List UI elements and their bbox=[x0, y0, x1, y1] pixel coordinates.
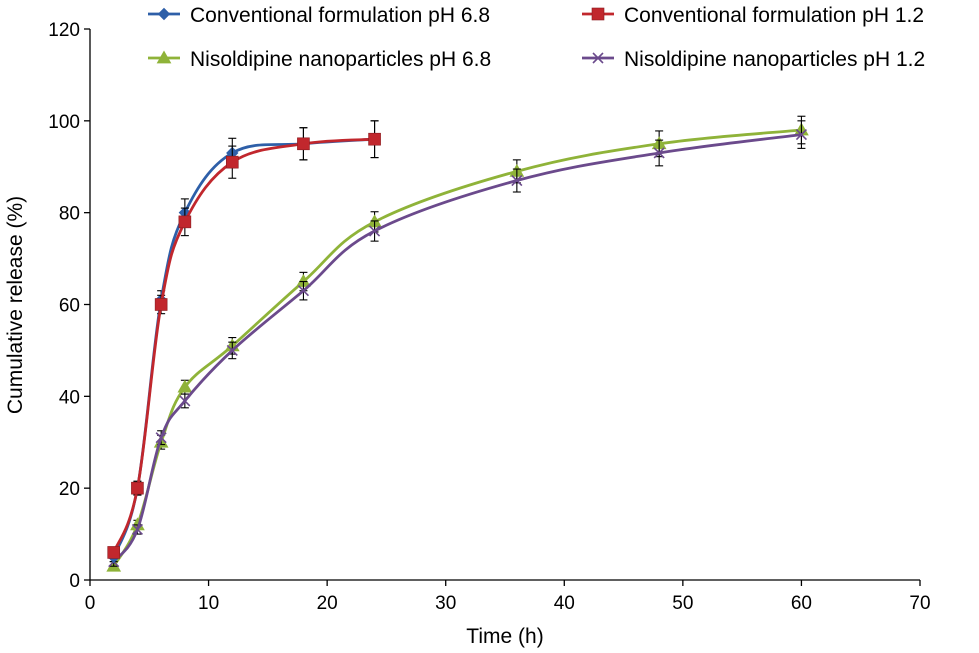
x-tick-label: 40 bbox=[554, 593, 575, 614]
marker-stroke bbox=[511, 174, 523, 187]
x-tick-label: 20 bbox=[317, 593, 338, 614]
data-point bbox=[511, 174, 523, 187]
legend-swatch-marker bbox=[156, 50, 172, 64]
y-tick-label: 0 bbox=[69, 571, 80, 592]
data-point bbox=[653, 147, 665, 159]
legend-label: Conventional formulation pH 6.8 bbox=[190, 4, 490, 27]
series-1 bbox=[107, 120, 381, 559]
y-tick-label: 60 bbox=[59, 296, 80, 317]
legend-item-0: Conventional formulation pH 6.8 bbox=[148, 4, 490, 27]
chart-axes: 0 20 40 60 80 100 120 0 10 20 30 40 50 60 70 bbox=[48, 20, 930, 614]
series-line bbox=[112, 128, 802, 567]
x-tick-label: 60 bbox=[791, 593, 812, 614]
x-tick-label: 30 bbox=[435, 593, 456, 614]
legend: Conventional formulation pH 6.8 Conventio… bbox=[148, 4, 925, 71]
series-3 bbox=[108, 120, 807, 568]
marker-stroke bbox=[131, 523, 143, 536]
x-tick-label: 10 bbox=[198, 593, 219, 614]
y-tick-label: 40 bbox=[59, 387, 80, 408]
legend-swatch-marker bbox=[592, 52, 604, 64]
data-point bbox=[226, 344, 238, 356]
series-layer bbox=[106, 115, 809, 572]
series-line bbox=[112, 137, 375, 553]
data-point bbox=[107, 546, 121, 559]
legend-item-3: Nisoldipine nanoparticles pH 1.2 bbox=[582, 48, 925, 71]
data-point bbox=[154, 298, 168, 311]
y-tick-label: 80 bbox=[59, 204, 80, 225]
y-tick-label: 100 bbox=[48, 112, 80, 133]
legend-item-1: Conventional formulation pH 1.2 bbox=[582, 4, 924, 27]
series-line bbox=[112, 133, 802, 563]
data-point bbox=[131, 481, 144, 495]
data-point bbox=[225, 155, 239, 169]
legend-label: Nisoldipine nanoparticles pH 6.8 bbox=[190, 48, 491, 71]
y-axis-title: Cumulative release (%) bbox=[4, 196, 27, 414]
data-point bbox=[297, 137, 310, 151]
marker-stroke bbox=[297, 285, 309, 297]
data-point bbox=[369, 225, 381, 237]
data-point bbox=[131, 523, 143, 536]
data-point bbox=[795, 129, 807, 141]
marker-stroke bbox=[179, 395, 191, 407]
y-tick-label: 20 bbox=[59, 479, 80, 500]
data-point bbox=[177, 379, 193, 393]
x-tick-label: 0 bbox=[85, 593, 96, 614]
marker-stroke bbox=[155, 432, 167, 444]
data-point bbox=[155, 432, 167, 444]
x-tick-label: 70 bbox=[909, 593, 930, 614]
marker-stroke bbox=[226, 344, 238, 356]
legend-item-2: Nisoldipine nanoparticles pH 6.8 bbox=[148, 48, 491, 71]
marker-stroke bbox=[653, 147, 665, 159]
legend-label: Conventional formulation pH 1.2 bbox=[624, 4, 924, 27]
data-point bbox=[178, 215, 192, 229]
marker-stroke bbox=[795, 129, 807, 141]
x-tick-label: 50 bbox=[672, 593, 693, 614]
series-line bbox=[112, 137, 375, 558]
legend-label: Nisoldipine nanoparticles pH 1.2 bbox=[624, 48, 925, 71]
marker-stroke bbox=[592, 52, 604, 64]
legend-swatch-marker bbox=[591, 7, 605, 21]
x-axis-title: Time (h) bbox=[466, 625, 543, 648]
legend-swatch-marker bbox=[157, 7, 171, 21]
data-point bbox=[179, 395, 191, 407]
data-point bbox=[297, 285, 309, 297]
marker-stroke bbox=[369, 225, 381, 237]
data-point bbox=[368, 132, 381, 146]
series-2 bbox=[106, 115, 809, 572]
y-tick-label: 120 bbox=[48, 20, 80, 41]
